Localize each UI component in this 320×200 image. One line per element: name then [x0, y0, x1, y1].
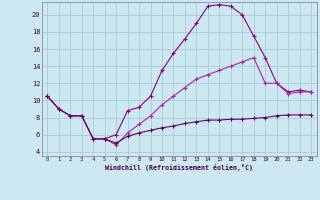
X-axis label: Windchill (Refroidissement éolien,°C): Windchill (Refroidissement éolien,°C)	[105, 164, 253, 171]
